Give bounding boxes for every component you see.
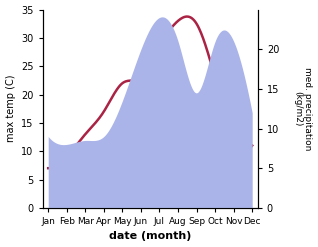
Y-axis label: max temp (C): max temp (C) <box>5 75 16 143</box>
Y-axis label: med. precipitation
(kg/m2): med. precipitation (kg/m2) <box>293 67 313 150</box>
X-axis label: date (month): date (month) <box>109 231 191 242</box>
